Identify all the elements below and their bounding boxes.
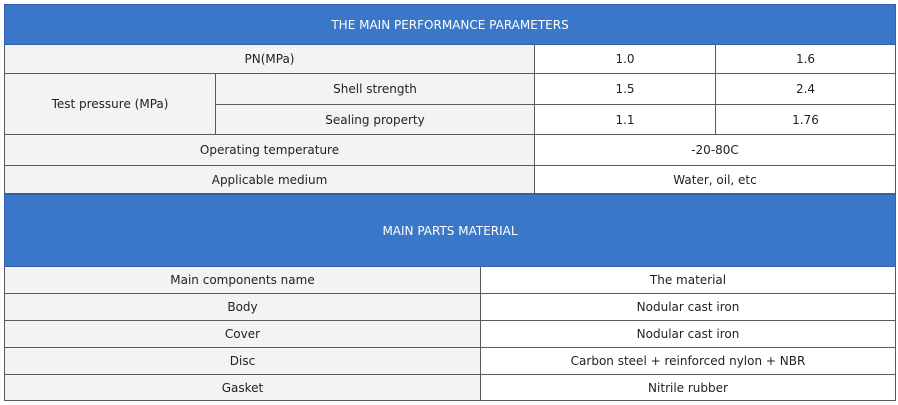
parts-material-table: MAIN PARTS MATERIAL Main components name…	[4, 194, 896, 401]
performance-title: THE MAIN PERFORMANCE PARAMETERS	[3, 4, 897, 45]
component-name: Gasket	[4, 374, 481, 401]
pn-value-2: 1.6	[714, 44, 897, 74]
medium-label: Applicable medium	[4, 165, 535, 194]
component-name: Disc	[4, 347, 481, 375]
pn-label: PN(MPa)	[4, 44, 535, 74]
component-name: Cover	[4, 320, 481, 348]
shell-strength-label: Shell strength	[215, 73, 535, 105]
operating-temp-label: Operating temperature	[4, 134, 535, 166]
shell-strength-value-1: 1.5	[534, 73, 716, 105]
shell-strength-value-2: 2.4	[714, 73, 897, 105]
table-row: Gasket Nitrile rubber	[4, 374, 896, 401]
component-material: Nitrile rubber	[480, 374, 896, 401]
sealing-label: Sealing property	[215, 104, 535, 135]
component-material: Nodular cast iron	[480, 320, 896, 348]
performance-parameters-table: THE MAIN PERFORMANCE PARAMETERS PN(MPa) …	[3, 4, 897, 194]
materials-header-material: The material	[480, 266, 896, 294]
materials-header-name: Main components name	[4, 266, 481, 294]
component-name: Body	[4, 293, 481, 321]
table-row: Body Nodular cast iron	[4, 293, 896, 321]
materials-title: MAIN PARTS MATERIAL	[4, 194, 896, 267]
operating-temp-value: -20-80C	[533, 134, 897, 166]
table-row: Cover Nodular cast iron	[4, 320, 896, 348]
component-material: Nodular cast iron	[480, 293, 896, 321]
pn-value-1: 1.0	[534, 44, 716, 74]
sealing-value-2: 1.76	[714, 104, 897, 135]
sealing-value-1: 1.1	[534, 104, 716, 135]
test-pressure-label: Test pressure (MPa)	[4, 73, 216, 135]
table-row: Disc Carbon steel + reinforced nylon + N…	[4, 347, 896, 375]
medium-value: Water, oil, etc	[533, 165, 897, 194]
component-material: Carbon steel + reinforced nylon + NBR	[480, 347, 896, 375]
